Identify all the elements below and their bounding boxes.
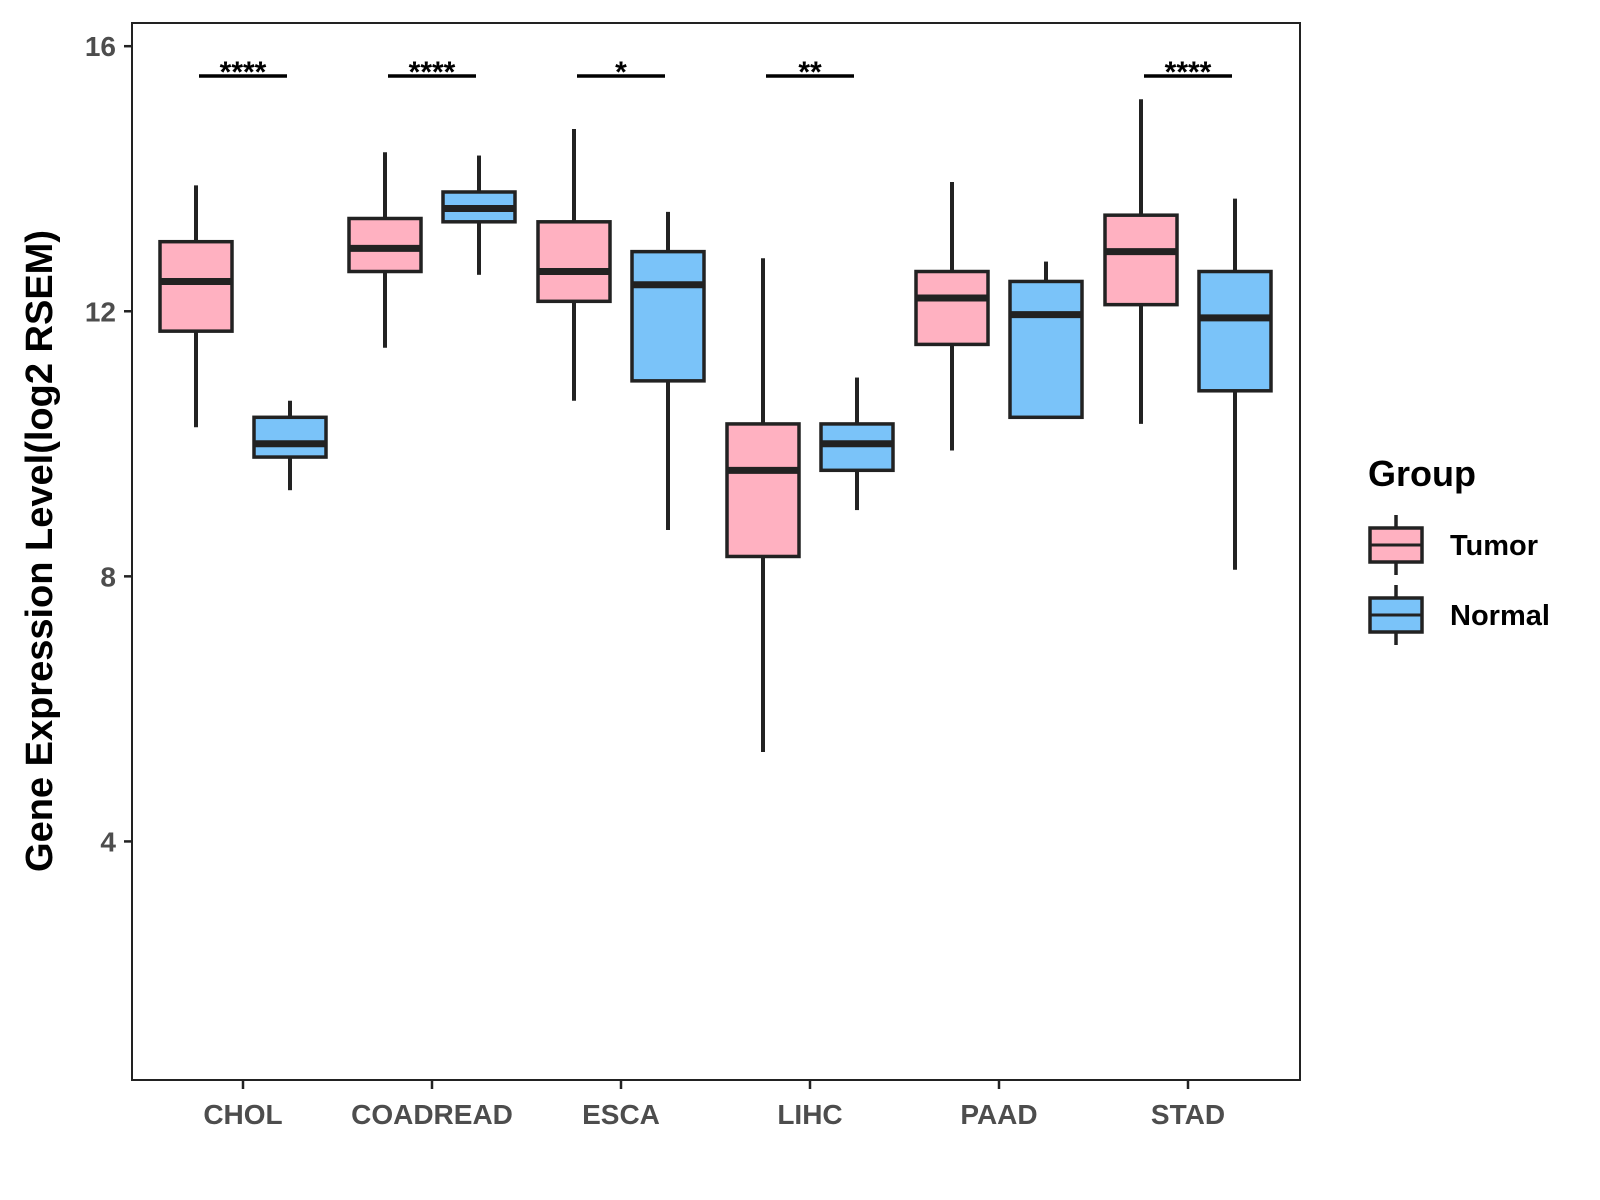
significance-label-chol: ****	[220, 56, 267, 89]
x-tick-label-coadread: COADREAD	[351, 1099, 513, 1130]
legend-item-normal: Normal	[1368, 585, 1550, 645]
x-tick-label-paad: PAAD	[960, 1099, 1037, 1130]
box-chol-normal	[252, 400, 328, 491]
box-lihc-tumor	[725, 258, 801, 752]
legend-label-tumor: Tumor	[1450, 530, 1538, 562]
x-tick-label-stad: STAD	[1151, 1099, 1225, 1130]
legend-label-normal: Normal	[1450, 600, 1550, 632]
box-body-paad-normal	[1008, 279, 1084, 420]
box-coadread-normal	[441, 155, 517, 275]
plot-area: **** **** * ** ****	[158, 56, 1273, 752]
legend-item-tumor: Tumor	[1368, 515, 1538, 575]
box-body-chol-normal	[252, 415, 328, 459]
legend-title: Group	[1368, 453, 1476, 494]
box-body-esca-tumor	[536, 220, 612, 304]
box-body-chol-tumor	[158, 239, 234, 333]
x-tick-label-esca: ESCA	[582, 1099, 660, 1130]
y-tick-label-8: 8	[100, 561, 116, 592]
box-body-esca-normal	[630, 249, 706, 383]
box-body-stad-normal	[1197, 269, 1273, 393]
box-stad-tumor	[1103, 99, 1179, 424]
x-tick-label-lihc: LIHC	[777, 1099, 842, 1130]
box-coadread-tumor	[347, 152, 423, 348]
y-axis-title: Gene Expression Level(log2 RSEM)	[19, 230, 61, 872]
significance-label-lihc: **	[798, 56, 822, 89]
legend: Group Tumor Normal	[1368, 453, 1550, 645]
box-esca-normal	[630, 211, 706, 530]
box-chol-tumor	[158, 185, 234, 428]
plot-panel-border	[131, 22, 1301, 1081]
box-stad-normal	[1197, 198, 1273, 570]
axes: 4 8 12 16 CHOL COADREAD ESCA LIHC PAAD STAD	[85, 31, 1225, 1130]
box-paad-normal	[1008, 261, 1084, 420]
box-paad-tumor	[914, 182, 990, 451]
significance-label-esca: *	[615, 56, 627, 89]
box-body-stad-tumor	[1103, 213, 1179, 307]
box-lihc-normal	[819, 377, 895, 511]
y-tick-label-12: 12	[85, 296, 116, 327]
significance-label-stad: ****	[1165, 56, 1212, 89]
significance-label-coadread: ****	[409, 56, 456, 89]
y-tick-label-16: 16	[85, 31, 116, 62]
y-tick-label-4: 4	[100, 826, 116, 857]
box-body-paad-tumor	[914, 269, 990, 347]
x-tick-label-chol: CHOL	[203, 1099, 282, 1130]
box-esca-tumor	[536, 129, 612, 401]
box-body-lihc-tumor	[725, 422, 801, 559]
